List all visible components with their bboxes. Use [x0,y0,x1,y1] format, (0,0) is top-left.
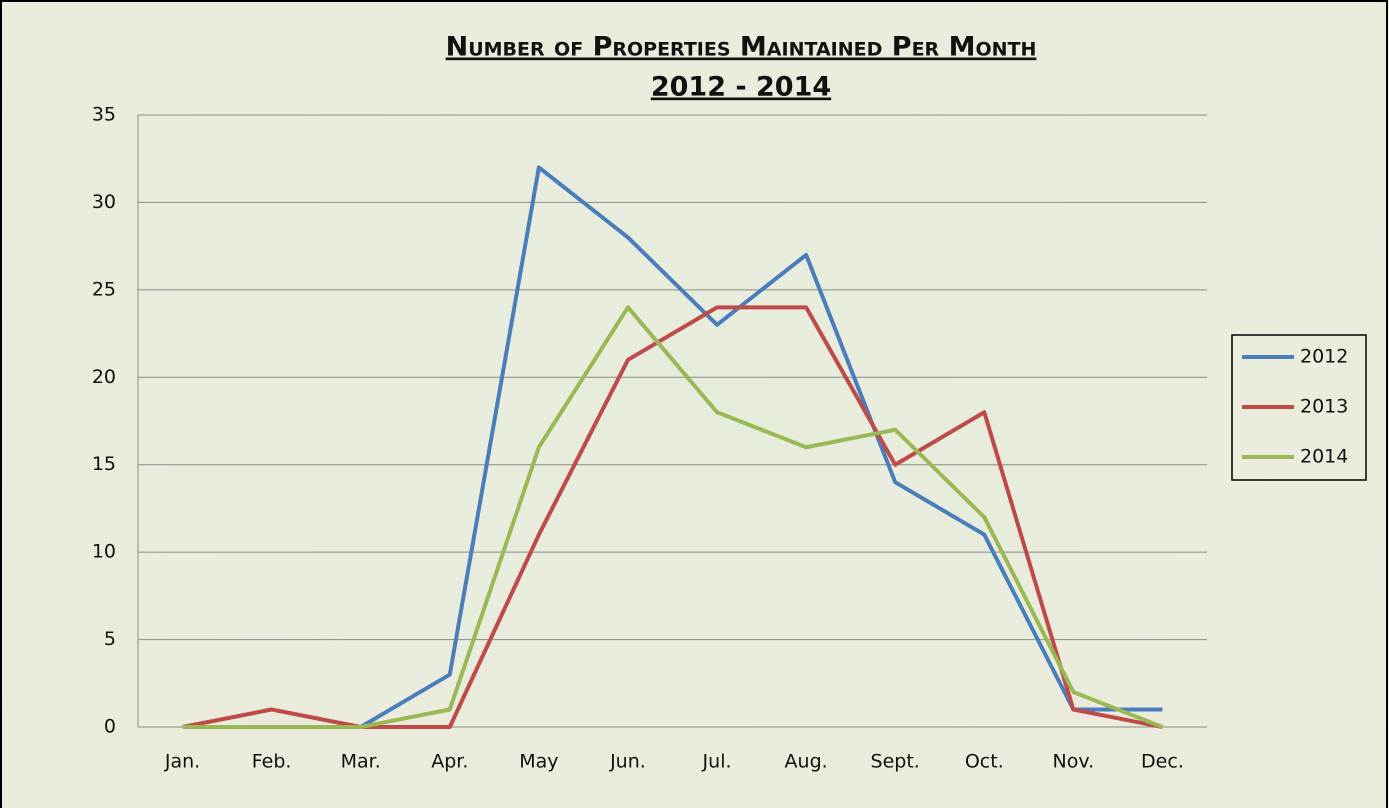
x-tick-label: Nov. [1053,751,1095,773]
y-tick-label: 20 [92,366,116,388]
legend-label: 2014 [1300,446,1348,468]
chart-title: Number of Properties Maintained Per Mont… [446,32,1037,63]
y-tick-label: 0 [104,716,116,738]
data-line [359,165,1163,729]
x-tick-label: Jun. [609,751,646,773]
legend-box [1231,334,1367,481]
legend-label: 2012 [1300,346,1348,368]
y-tick-label: 15 [92,453,116,475]
x-tick-label: Sept. [871,751,920,773]
x-tick-label: Oct. [965,751,1004,773]
x-tick-label: Aug. [785,751,828,773]
x-tick-label: Mar. [341,751,381,773]
x-tick-label: Apr. [431,751,468,773]
x-tick-label: Feb. [252,751,292,773]
x-tick-label: Dec. [1141,751,1184,773]
y-tick-label: 35 [92,104,116,126]
y-tick-label: 10 [92,541,116,563]
x-tick-label: Jan. [164,751,200,773]
chart-subtitle: 2012 - 2014 [651,72,831,103]
data-line [182,305,1164,729]
x-tick-label: Jul. [702,751,732,773]
y-tick-label: 25 [92,278,116,300]
x-tick-label: May [519,751,558,773]
y-tick-label: 5 [104,628,116,650]
legend-label: 2013 [1300,396,1348,418]
data-line [182,305,1163,729]
y-tick-label: 30 [92,191,116,213]
